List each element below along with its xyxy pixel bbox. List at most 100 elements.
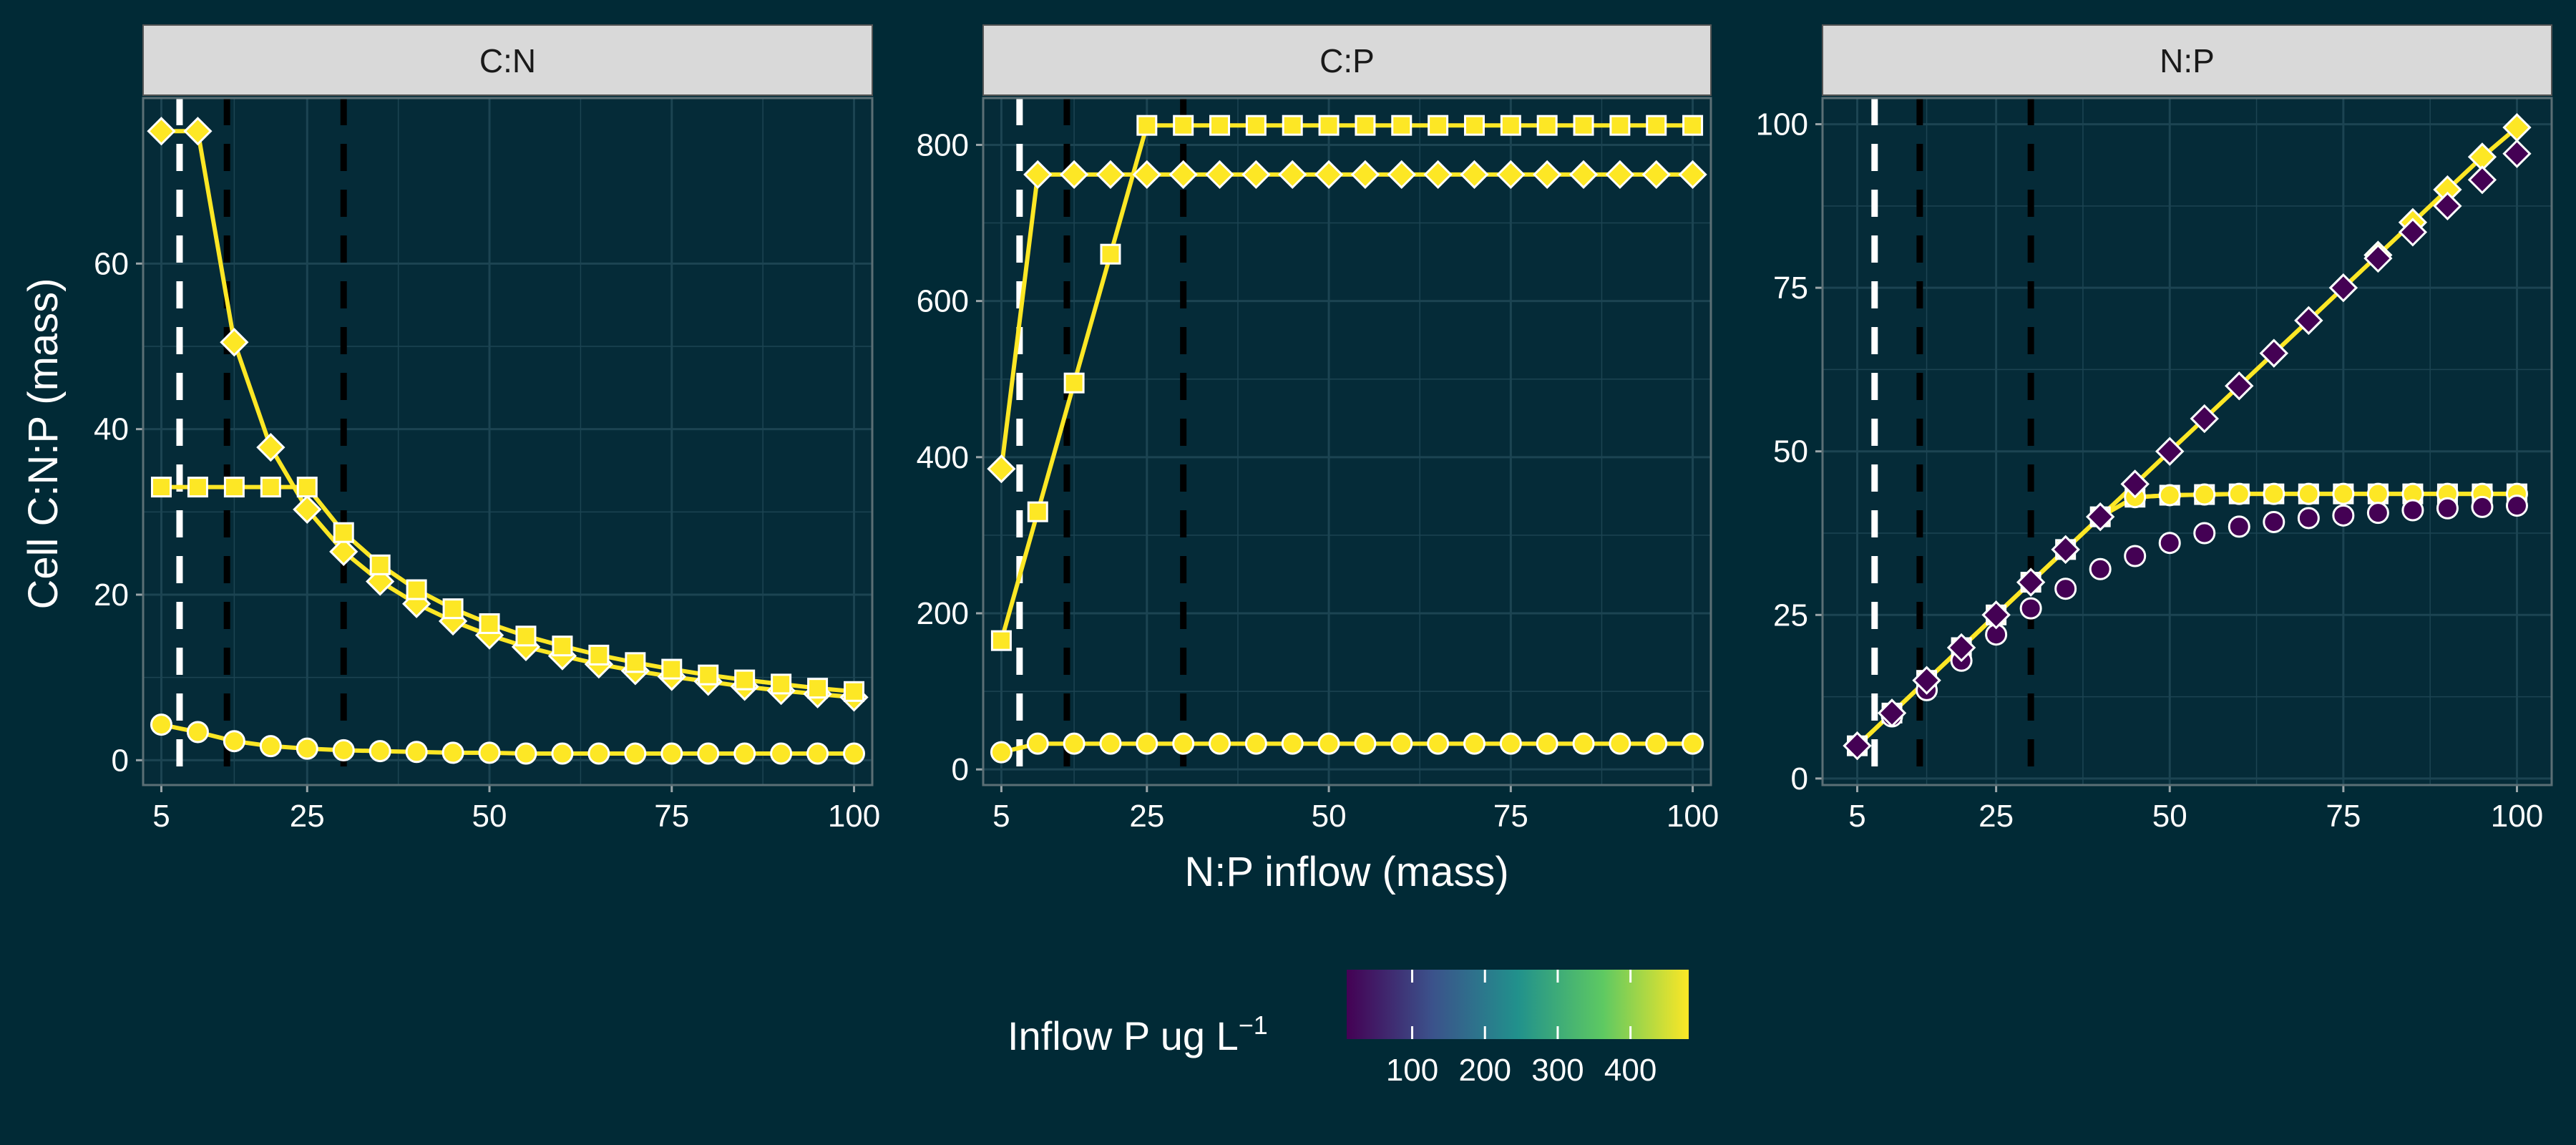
point-diamond <box>1460 160 1489 190</box>
point-circle <box>697 742 720 765</box>
point-circle <box>2158 532 2181 555</box>
point-circle <box>514 742 537 765</box>
point-circle <box>369 740 391 763</box>
point-circle <box>1026 732 1049 755</box>
point-square <box>844 681 865 702</box>
point-diamond <box>329 537 358 566</box>
point-circle <box>587 742 610 765</box>
point-diamond <box>1169 160 1198 190</box>
point-diamond <box>2328 273 2358 303</box>
facet-strip-label: C:P <box>1319 42 1375 79</box>
x-tick-label: 75 <box>2326 799 2361 834</box>
point-circle <box>2193 522 2216 545</box>
point-diamond <box>987 454 1016 484</box>
y-tick-label: 600 <box>917 284 969 319</box>
point-diamond <box>1496 160 1526 190</box>
point-diamond <box>1060 160 1089 190</box>
point-circle <box>1609 732 1631 755</box>
point-diamond <box>1641 160 1671 190</box>
point-circle <box>296 737 318 760</box>
point-diamond <box>2225 371 2254 401</box>
legend-colorbar <box>1347 970 1689 1039</box>
point-circle <box>478 741 501 764</box>
point-square <box>552 635 573 657</box>
point-square <box>661 658 683 680</box>
point-circle <box>1354 732 1377 755</box>
legend-title-superscript: −1 <box>1239 1010 1268 1040</box>
point-circle <box>1244 732 1267 755</box>
point-diamond <box>1205 160 1234 190</box>
point-circle <box>259 735 282 758</box>
x-tick-label: 100 <box>2491 799 2543 834</box>
color-legend: Inflow P ug L−1 100 200 300 400 <box>1008 970 1689 1088</box>
point-diamond <box>2294 306 2323 335</box>
point-square <box>1100 243 1121 265</box>
point-square <box>1136 114 1158 136</box>
point-diamond <box>2016 567 2046 597</box>
x-tick-label: 5 <box>1848 799 1865 834</box>
point-diamond <box>2433 191 2462 220</box>
legend-tick-label: 200 <box>1459 1053 1511 1088</box>
point-circle <box>1463 732 1485 755</box>
point-circle <box>2263 482 2285 505</box>
point-square <box>1245 114 1267 136</box>
point-square <box>1500 114 1521 136</box>
point-circle <box>2436 497 2459 520</box>
point-circle <box>2228 515 2250 538</box>
point-circle <box>1172 732 1195 755</box>
point-square <box>588 644 610 666</box>
point-circle <box>2158 484 2181 507</box>
point-circle <box>2471 495 2494 518</box>
point-circle <box>733 742 756 765</box>
point-diamond <box>2120 469 2150 499</box>
panel-border <box>1821 97 2553 786</box>
x-tick-label: 100 <box>828 799 880 834</box>
point-circle <box>1499 732 1522 755</box>
point-square <box>515 625 537 647</box>
point-diamond <box>183 117 213 146</box>
point-circle <box>1136 732 1158 755</box>
legend-title-main: Inflow P ug L <box>1008 1013 1239 1058</box>
point-square <box>1682 114 1704 136</box>
point-circle <box>2019 597 2042 620</box>
point-diamond <box>1350 160 1380 190</box>
point-circle <box>1063 732 1085 755</box>
point-diamond <box>1278 160 1307 190</box>
point-square <box>479 613 500 634</box>
point-circle <box>441 741 464 764</box>
point-square <box>187 477 208 498</box>
point-circle <box>332 739 355 761</box>
point-circle <box>1209 732 1231 755</box>
point-circle <box>2332 504 2355 527</box>
panel-c-p: C:P 5 25 50 75 100 0 200 400 600 800 <box>917 24 1719 834</box>
legend-tick-label: 100 <box>1386 1053 1438 1088</box>
point-square <box>406 579 427 600</box>
point-square <box>734 669 756 691</box>
point-square <box>369 554 391 575</box>
legend-tick-label: 400 <box>1604 1053 1657 1088</box>
point-square <box>1209 114 1231 136</box>
point-circle <box>660 742 683 765</box>
point-circle <box>806 742 829 765</box>
point-diamond <box>1568 160 1599 190</box>
point-square <box>1573 114 1594 136</box>
y-tick-label: 0 <box>112 743 129 778</box>
x-tick-label: 100 <box>1667 799 1719 834</box>
point-diamond <box>1877 698 1907 728</box>
point-square <box>442 598 464 620</box>
point-diamond <box>1605 160 1634 190</box>
point-circle <box>551 742 574 765</box>
point-square <box>1355 114 1376 136</box>
point-diamond <box>256 432 286 462</box>
point-square <box>1646 114 1667 136</box>
point-diamond <box>1096 160 1126 190</box>
x-tick-label: 25 <box>290 799 325 834</box>
point-diamond <box>1423 160 1453 190</box>
point-diamond <box>2398 218 2428 247</box>
point-diamond <box>1023 160 1053 190</box>
point-circle <box>1572 732 1595 755</box>
point-circle <box>1390 732 1413 755</box>
point-diamond <box>2190 404 2219 434</box>
facet-strip-label: N:P <box>2160 42 2215 79</box>
